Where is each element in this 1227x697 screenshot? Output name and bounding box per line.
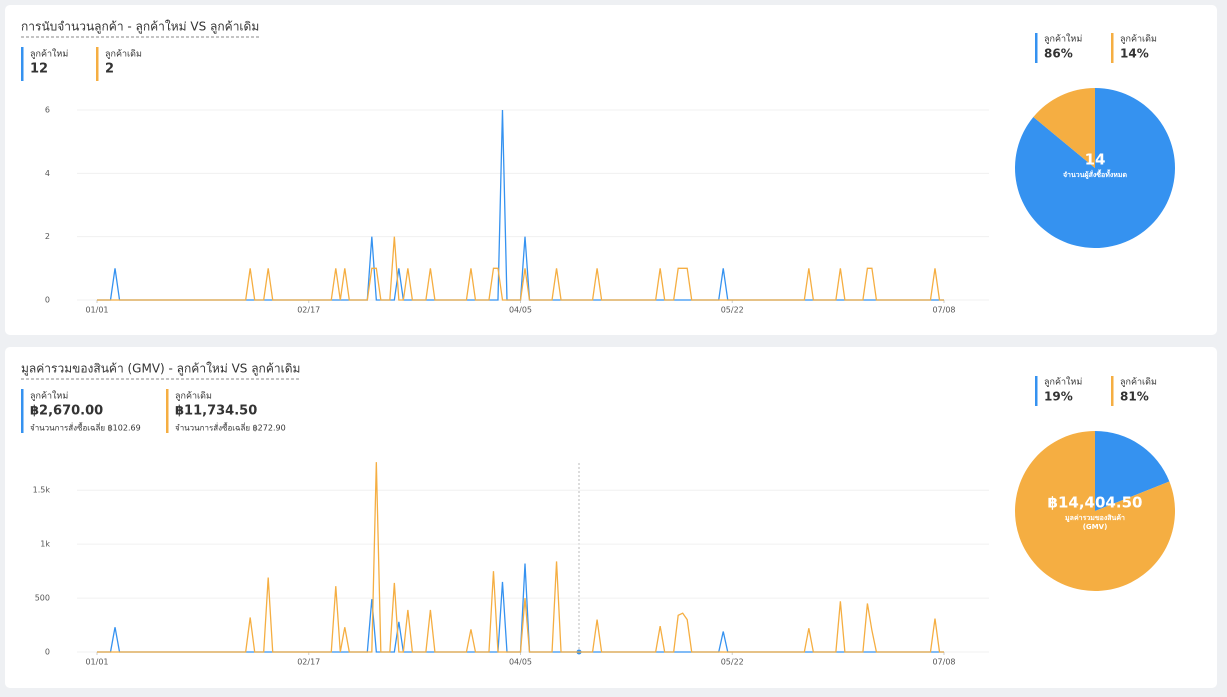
x-tick-label: 01/01	[85, 306, 108, 315]
legend-value: 14%	[1120, 47, 1149, 61]
x-tick-label: 04/05	[509, 306, 532, 315]
y-tick-label: 500	[35, 594, 50, 603]
panel-title: มูลค่ารวมของสินค้า (GMV) - ลูกค้าใหม่ VS…	[21, 362, 300, 377]
pie-slice	[1014, 431, 1175, 591]
legend-value: 81%	[1120, 390, 1149, 404]
legend-bar	[1111, 376, 1114, 406]
pie-center-label: จำนวนผู้สั่งซื้อทั้งหมด	[1063, 168, 1128, 180]
y-tick-label: 4	[45, 169, 50, 178]
x-tick-label: 01/01	[85, 658, 108, 667]
stat-value: ฿2,670.00	[30, 404, 103, 419]
x-tick-label: 05/22	[721, 306, 744, 315]
pie-center-label: (GMV)	[1083, 523, 1108, 531]
pie-center-value: 14	[1085, 151, 1106, 169]
pie-center-value: ฿14,404.50	[1048, 494, 1143, 512]
legend-label: ลูกค้าเดิม	[1120, 377, 1157, 388]
legend-value: 19%	[1044, 390, 1073, 404]
x-tick-label: 07/08	[932, 306, 955, 315]
stat-bar	[21, 389, 24, 433]
stat-value: ฿11,734.50	[175, 404, 257, 419]
stat-note: จำนวนการสั่งซื้อเฉลี่ย ฿272.90	[175, 422, 286, 433]
stat-bar	[21, 47, 24, 81]
panel	[5, 5, 1217, 335]
legend-bar	[1035, 376, 1038, 406]
stat-value: 12	[30, 62, 48, 77]
panel	[5, 347, 1217, 688]
stat-bar	[96, 47, 99, 81]
pie-slice	[1095, 431, 1170, 511]
legend-label: ลูกค้าใหม่	[1044, 34, 1082, 45]
legend-bar	[1111, 33, 1114, 63]
x-tick-label: 02/17	[297, 306, 320, 315]
stat-label: ลูกค้าใหม่	[30, 391, 68, 402]
legend-bar	[1035, 33, 1038, 63]
stat-label: ลูกค้าเดิม	[105, 49, 142, 60]
panel-title: การนับจำนวนลูกค้า - ลูกค้าใหม่ VS ลูกค้า…	[21, 20, 259, 35]
x-tick-label: 02/17	[297, 658, 320, 667]
x-tick-label: 05/22	[721, 658, 744, 667]
legend-label: ลูกค้าเดิม	[1120, 34, 1157, 45]
x-tick-label: 07/08	[932, 658, 955, 667]
legend-value: 86%	[1044, 47, 1073, 61]
pie-center-label: มูลค่ารวมของสินค้า	[1065, 513, 1125, 523]
line-series	[97, 462, 944, 653]
y-tick-label: 2	[45, 232, 50, 241]
y-tick-label: 1.5k	[33, 486, 51, 495]
stat-note: จำนวนการสั่งซื้อเฉลี่ย ฿102.69	[30, 422, 141, 433]
stat-value: 2	[105, 62, 114, 77]
legend-label: ลูกค้าใหม่	[1044, 377, 1082, 388]
stat-label: ลูกค้าใหม่	[30, 49, 68, 60]
stat-label: ลูกค้าเดิม	[175, 391, 212, 402]
y-tick-label: 1k	[40, 540, 50, 549]
pie-slice	[1033, 88, 1095, 168]
y-tick-label: 0	[45, 648, 50, 657]
x-tick-label: 04/05	[509, 658, 532, 667]
y-tick-label: 0	[45, 296, 50, 305]
stat-bar	[166, 389, 169, 433]
line-series	[97, 236, 944, 301]
y-tick-label: 6	[45, 106, 50, 115]
